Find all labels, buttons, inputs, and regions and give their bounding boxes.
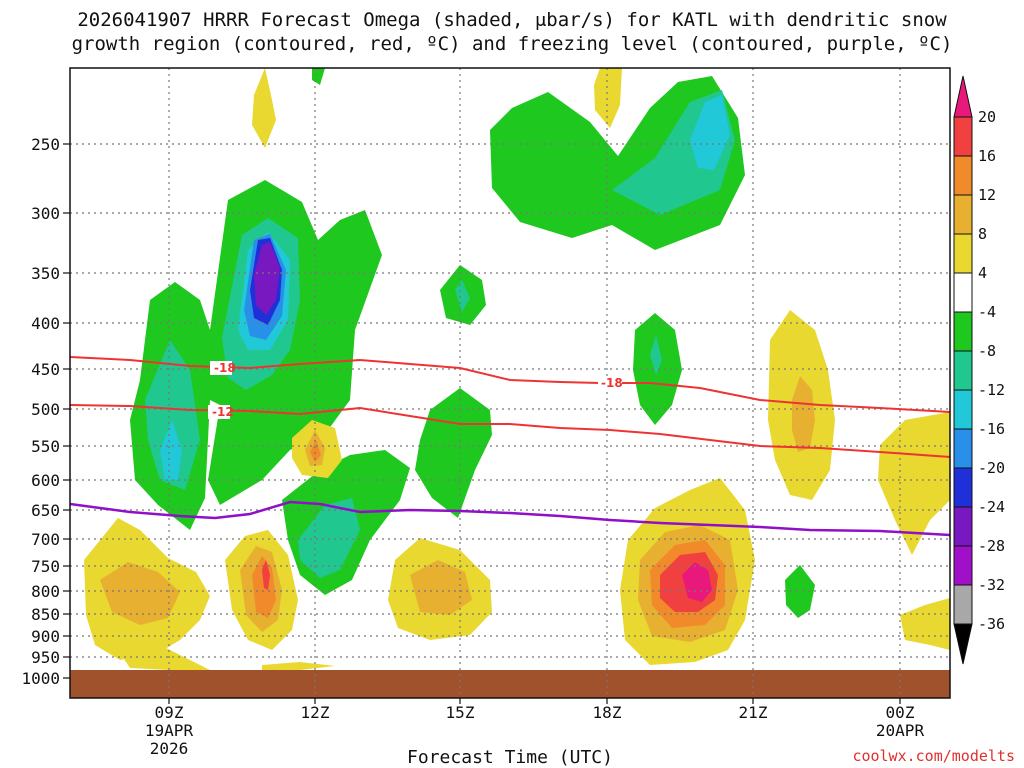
colorbar-label: -32 [978, 576, 1005, 594]
dgz-bottom-label-1: -12 [212, 405, 234, 419]
x-tick-label: 18Z [593, 703, 622, 722]
colorbar-segment [953, 350, 973, 391]
credit-link[interactable]: coolwx.com/modelts [852, 747, 1015, 765]
y-tick-label: 700 [31, 530, 60, 549]
y-tick-label: 950 [31, 648, 60, 667]
x-tick-label: 15Z [446, 703, 475, 722]
colorbar-segment [953, 116, 973, 157]
colorbar-segment [953, 389, 973, 430]
y-tick-label: 800 [31, 582, 60, 601]
x-tick-label: 12Z [301, 703, 330, 722]
omega-region [100, 562, 180, 625]
colorbar-label: -12 [978, 381, 1005, 399]
omega-shading [84, 68, 950, 670]
colorbar-label: -4 [978, 303, 996, 321]
omega-region [118, 630, 210, 670]
colorbar-segment [953, 233, 973, 274]
y-tick-label: 450 [31, 360, 60, 379]
colorbar-label: -28 [978, 537, 1005, 555]
chart-title-line2: growth region (contoured, red, ºC) and f… [71, 33, 953, 55]
colorbar-label: 12 [978, 186, 996, 204]
omega-region [252, 68, 276, 148]
x-axis-title: Forecast Time (UTC) [407, 747, 613, 768]
omega-region [310, 440, 321, 462]
colorbar-label: 8 [978, 225, 987, 243]
x-tick-label: 21Z [739, 703, 768, 722]
chart-title-line1: 2026041907 HRRR Forecast Omega (shaded, … [77, 9, 947, 31]
omega-region [594, 68, 622, 128]
freezing-level-contour [70, 500, 950, 537]
colorbar-label: -8 [978, 342, 996, 360]
y-tick-label: 400 [31, 314, 60, 333]
omega-region [792, 376, 815, 452]
x-tick-label: 09Z [155, 703, 184, 722]
colorbar-segment [953, 311, 973, 352]
contour-label-bg [208, 405, 230, 419]
y-axis: 250 300 350 400 450 500 550 600 650 700 750 800 850 9… [21, 135, 70, 688]
y-tick-label: 250 [31, 135, 60, 154]
colorbar-label: 20 [978, 108, 996, 126]
y-tick-label: 300 [31, 204, 60, 223]
contour-lines: -18 -12 -18 [70, 356, 950, 537]
colorbar-segment [953, 545, 973, 586]
omega-region [298, 498, 360, 578]
plot-frame [69, 67, 951, 699]
colorbar-segment [953, 506, 973, 547]
x-tick-year: 2026 [150, 739, 189, 758]
x-tick-label: 00Z [886, 703, 915, 722]
y-tick-label: 500 [31, 400, 60, 419]
dgz-top-label-2: -18 [601, 376, 623, 390]
dgz-top-label-1: -18 [214, 361, 236, 375]
y-tick-label: 550 [31, 437, 60, 456]
colorbar-label: -24 [978, 498, 1005, 516]
contour-label-bg [598, 376, 622, 390]
omega-region [650, 335, 662, 375]
colorbar-segment [953, 428, 973, 469]
surface-block [70, 670, 950, 698]
colorbar-label: -16 [978, 420, 1005, 438]
contour-label-bg [210, 361, 232, 375]
colorbar-segment [953, 155, 973, 196]
colorbar-bottom-arrow [953, 623, 973, 665]
omega-region [262, 560, 270, 590]
omega-region [262, 662, 335, 670]
y-tick-label: 1000 [21, 669, 60, 688]
colorbar-label: -20 [978, 459, 1005, 477]
x-tick-date: 19APR [145, 721, 194, 740]
colorbar-label: 4 [978, 264, 987, 282]
omega-region [410, 560, 472, 615]
omega-region [160, 420, 182, 480]
omega-region [878, 412, 950, 555]
omega-region [455, 280, 470, 312]
colorbar-top-arrow [953, 75, 973, 118]
colorbar-segment [953, 272, 973, 313]
y-tick-label: 650 [31, 501, 60, 520]
colorbar-segment [953, 584, 973, 625]
omega-region [254, 242, 280, 315]
x-tick-date: 20APR [876, 721, 925, 740]
y-tick-label: 750 [31, 557, 60, 576]
y-tick-label: 850 [31, 605, 60, 624]
y-tick-label: 350 [31, 264, 60, 283]
colorbar-segment [953, 467, 973, 508]
grid-lines [70, 68, 950, 698]
omega-region [682, 562, 712, 602]
omega-region [900, 598, 950, 650]
y-tick-label: 900 [31, 627, 60, 646]
colorbar-label: 16 [978, 147, 996, 165]
omega-region [785, 565, 815, 618]
colorbar: 20 16 12 8 4 -4 -8 -12 -16 -20 -24 -28 -32 -36 [953, 75, 1005, 665]
y-tick-label: 600 [31, 471, 60, 490]
colorbar-label: -36 [978, 615, 1005, 633]
omega-region [690, 95, 730, 170]
omega-region [145, 340, 200, 490]
colorbar-segment [953, 194, 973, 235]
